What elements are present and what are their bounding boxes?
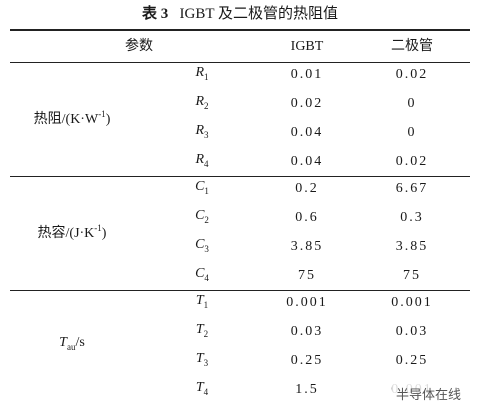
- row-symbol: T3: [196, 351, 208, 371]
- row-symbol: T2: [196, 322, 208, 342]
- diode-value: 0.02: [395, 67, 429, 82]
- group-label: 热容/(J·K-1): [38, 220, 107, 242]
- diode-value: 0.25: [395, 353, 429, 368]
- symbol: R: [195, 94, 205, 110]
- igbt-value: 3.85: [290, 239, 324, 254]
- header-cell: 二极管: [391, 39, 433, 54]
- row-symbol: R3: [195, 123, 208, 143]
- symbol-sub: 3: [204, 243, 209, 254]
- symbol-sub: 3: [203, 357, 209, 368]
- symbol: C: [195, 266, 205, 282]
- symbol-sub: 4: [204, 158, 209, 169]
- igbt-value: 0.2: [295, 181, 319, 196]
- diode-value: 0: [407, 125, 417, 140]
- symbol-sub: 2: [203, 328, 209, 339]
- caption-label: 表 3: [142, 6, 169, 22]
- diode-value: 3.85: [395, 239, 429, 254]
- diode-value: 0.3: [400, 210, 424, 225]
- row-symbol: R1: [195, 65, 208, 85]
- caption: 表 3 IGBT 及二极管的热阻值: [142, 6, 338, 22]
- symbol-sub: 1: [204, 185, 209, 196]
- row-symbol: R4: [195, 152, 208, 172]
- row-symbol: C1: [195, 179, 209, 199]
- igbt-value: 0.6: [295, 210, 319, 225]
- diode-value: 0.001: [391, 295, 433, 310]
- symbol: R: [195, 123, 205, 139]
- symbol: R: [195, 65, 205, 81]
- group-label-text: 热容/(J·K: [37, 225, 95, 241]
- header-cell: IGBT: [290, 39, 324, 54]
- group-rule: [10, 290, 470, 291]
- symbol-sub: 2: [204, 214, 209, 225]
- symbol-sub: 3: [204, 129, 209, 140]
- igbt-value: 0.03: [290, 324, 324, 339]
- group-label: Tau/s: [59, 335, 85, 355]
- diode-value: 0.02: [395, 154, 429, 169]
- group-label-sup: -1: [94, 223, 102, 234]
- group-label-text: 热阻/(K·W: [33, 111, 99, 127]
- igbt-value: 0.04: [290, 125, 324, 140]
- row-symbol: R2: [195, 94, 208, 114]
- symbol: C: [195, 237, 205, 253]
- symbol-sub: 2: [204, 100, 209, 111]
- group-label-sub: au: [66, 341, 76, 352]
- group-label-text: T: [59, 335, 67, 351]
- diode-value: 0: [407, 96, 417, 111]
- symbol: T: [195, 380, 204, 396]
- row-symbol: T1: [196, 293, 208, 313]
- igbt-value: 0.02: [290, 96, 324, 111]
- symbol-sub: 4: [203, 386, 209, 397]
- row-symbol: C2: [195, 208, 209, 228]
- group-label-tail: /s: [75, 335, 85, 351]
- igbt-value: 0.25: [290, 353, 324, 368]
- header-rule: [10, 62, 470, 63]
- igbt-value: 0.04: [290, 154, 324, 169]
- symbol-sub: 1: [203, 299, 209, 310]
- group-label-sup: -1: [98, 109, 106, 120]
- symbol-sub: 4: [204, 272, 209, 283]
- igbt-value: 0.001: [286, 295, 328, 310]
- symbol: C: [195, 208, 205, 224]
- diode-value: 0.03: [395, 324, 429, 339]
- diode-value: 6.67: [395, 181, 429, 196]
- symbol: T: [195, 351, 204, 367]
- watermark: 半导体在线: [391, 383, 465, 404]
- symbol: T: [195, 293, 204, 309]
- header-cell: 参数: [125, 39, 153, 54]
- symbol: T: [195, 322, 204, 338]
- row-symbol: T4: [196, 380, 208, 400]
- symbol: R: [195, 152, 205, 168]
- caption-title: IGBT 及二极管的热阻值: [179, 6, 338, 22]
- row-symbol: C4: [195, 266, 209, 286]
- group-rule: [10, 176, 470, 177]
- group-label-tail: ): [105, 111, 111, 127]
- igbt-value: 75: [298, 268, 316, 283]
- group-label: 热阻/(K·W-1): [34, 106, 111, 128]
- row-symbol: C3: [195, 237, 209, 257]
- symbol-sub: 1: [204, 71, 209, 82]
- top-rule: [10, 29, 470, 31]
- igbt-value: 0.01: [290, 67, 324, 82]
- igbt-value: 1.5: [295, 382, 319, 397]
- symbol: C: [195, 179, 205, 195]
- group-label-tail: ): [101, 225, 107, 241]
- diode-value: 75: [403, 268, 421, 283]
